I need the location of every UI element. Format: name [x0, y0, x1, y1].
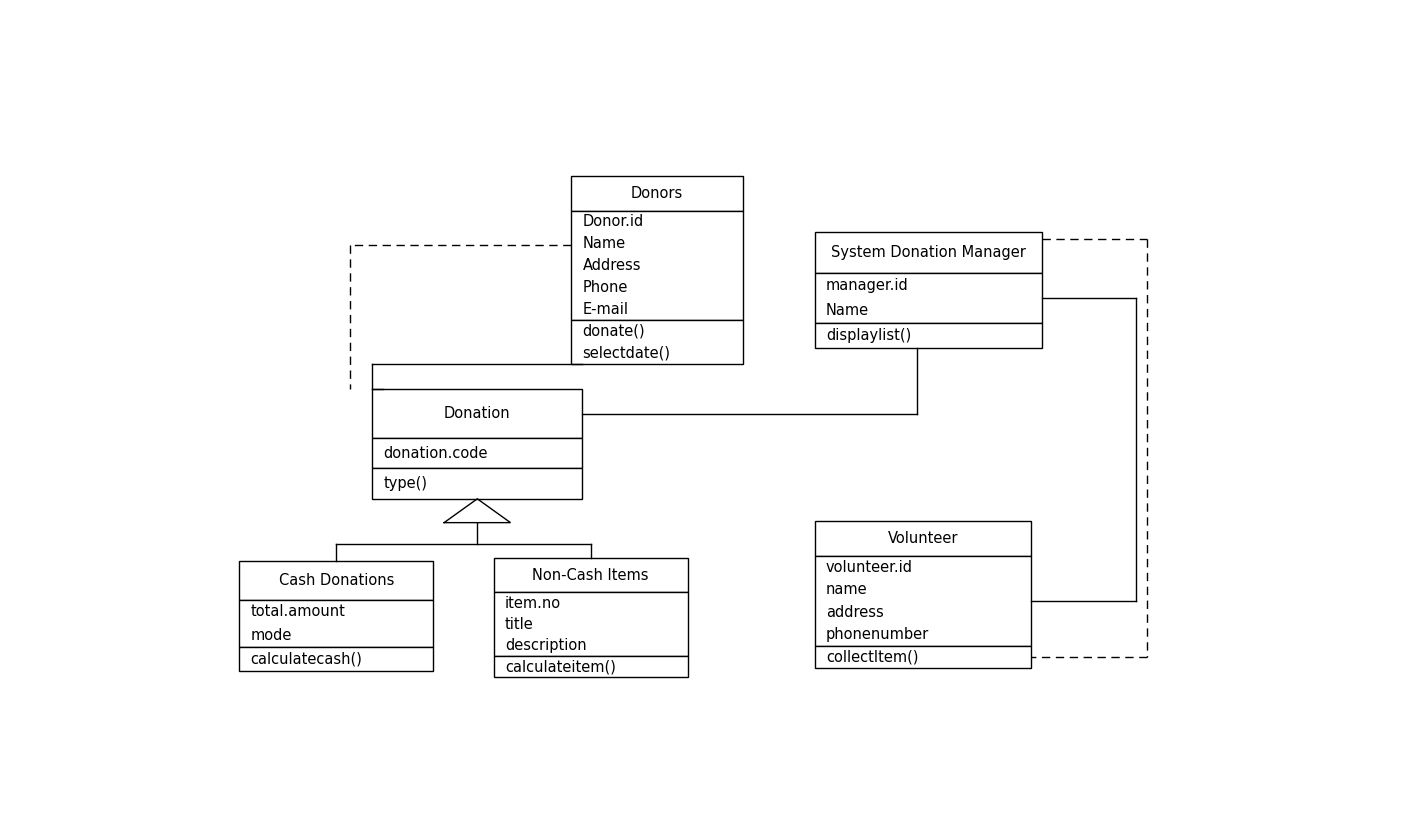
- Text: type(): type(): [383, 476, 427, 491]
- Bar: [571, 176, 743, 211]
- Text: volunteer.id: volunteer.id: [825, 560, 912, 575]
- Text: name: name: [825, 583, 868, 597]
- Bar: [815, 323, 1041, 348]
- Text: Volunteer: Volunteer: [888, 531, 958, 546]
- Text: selectdate(): selectdate(): [583, 346, 670, 361]
- Text: manager.id: manager.id: [825, 278, 908, 293]
- Bar: [815, 521, 1031, 557]
- Bar: [815, 273, 1041, 323]
- Text: Cash Donations: Cash Donations: [278, 573, 394, 588]
- Bar: [815, 646, 1031, 668]
- Text: mode: mode: [250, 628, 291, 643]
- Text: calculateitem(): calculateitem(): [506, 659, 615, 674]
- Text: System Donation Manager: System Donation Manager: [831, 245, 1025, 260]
- Bar: [571, 211, 743, 321]
- Bar: [373, 389, 583, 438]
- Text: calculatecash(): calculatecash(): [250, 652, 363, 667]
- Text: total.amount: total.amount: [250, 604, 346, 619]
- Bar: [373, 438, 583, 468]
- Text: description: description: [506, 638, 587, 653]
- Text: phonenumber: phonenumber: [825, 627, 930, 642]
- Text: Donor.id: Donor.id: [583, 214, 644, 230]
- Text: Non-Cash Items: Non-Cash Items: [533, 568, 648, 583]
- Text: address: address: [825, 605, 884, 619]
- Bar: [240, 647, 433, 672]
- Text: Phone: Phone: [583, 280, 628, 295]
- Text: donation.code: donation.code: [383, 445, 488, 461]
- Bar: [494, 558, 688, 593]
- Bar: [494, 656, 688, 677]
- Text: Name: Name: [583, 236, 625, 252]
- Text: Address: Address: [583, 258, 641, 274]
- Text: Donation: Donation: [444, 406, 511, 421]
- Bar: [240, 600, 433, 647]
- Bar: [240, 562, 433, 600]
- Bar: [494, 593, 688, 656]
- Text: title: title: [506, 617, 534, 632]
- Bar: [571, 321, 743, 364]
- Text: collectItem(): collectItem(): [825, 650, 918, 664]
- Text: E-mail: E-mail: [583, 302, 628, 317]
- Bar: [373, 468, 583, 499]
- Text: displaylist(): displaylist(): [825, 328, 911, 344]
- Text: item.no: item.no: [506, 596, 561, 610]
- Text: Donors: Donors: [631, 186, 683, 201]
- Bar: [815, 557, 1031, 646]
- Text: Name: Name: [825, 303, 870, 318]
- Bar: [815, 233, 1041, 273]
- Text: donate(): donate(): [583, 324, 645, 339]
